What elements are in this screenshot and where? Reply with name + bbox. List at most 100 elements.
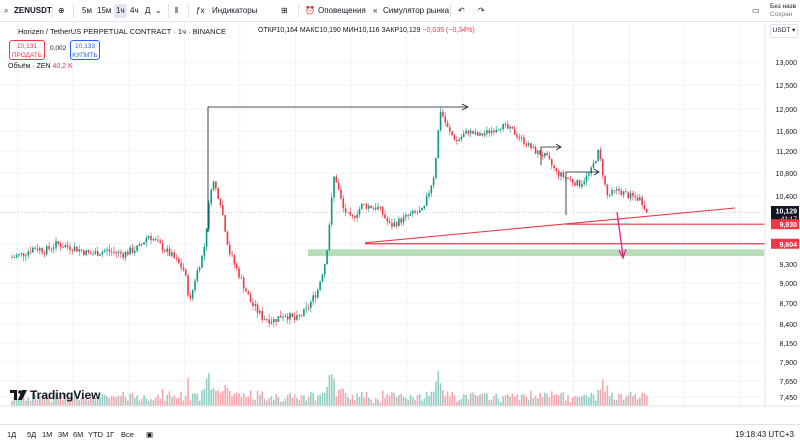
candle-body xyxy=(581,183,583,187)
interval-4h[interactable]: 4ч xyxy=(130,6,139,15)
candle-body xyxy=(599,149,602,160)
search-icon[interactable]: ⌕ xyxy=(4,6,9,15)
candle-body xyxy=(168,248,171,256)
volume-bar xyxy=(388,395,391,406)
interval-15m[interactable]: 15м xyxy=(97,6,112,15)
layout-name[interactable]: Без назв Сохран xyxy=(770,3,797,18)
volume-bar xyxy=(553,395,555,406)
candle-body xyxy=(590,167,592,174)
range-3m[interactable]: 3М xyxy=(58,430,69,439)
layouts-icon[interactable]: ⊞ xyxy=(281,6,288,15)
candle-body xyxy=(129,247,131,255)
price-change: −0,035 (−0,34%) xyxy=(422,27,475,34)
range-5d[interactable]: 5Д xyxy=(27,430,37,439)
candle-body xyxy=(432,177,435,186)
range-all[interactable]: Все xyxy=(121,430,134,439)
volume-bar xyxy=(215,391,217,406)
volume-bar xyxy=(645,395,648,406)
interval-1d[interactable]: Д xyxy=(145,6,151,15)
interval-1h[interactable]: 1ч xyxy=(114,4,127,18)
volume-bar xyxy=(166,394,169,406)
chart-type-icon[interactable]: ⫴ xyxy=(175,6,179,15)
volume-bar xyxy=(228,391,231,406)
volume-bar xyxy=(43,396,46,406)
indicators-icon[interactable]: ƒx xyxy=(196,6,205,15)
volume-bar xyxy=(29,400,32,406)
buy-button[interactable]: 10,133 КУПИТЬ xyxy=(70,40,100,60)
volume-bar xyxy=(52,394,55,406)
candle-body xyxy=(520,137,523,139)
candle-body xyxy=(150,236,152,241)
range-1m[interactable]: 1М xyxy=(42,430,53,439)
layout-window-icon[interactable]: ▭ xyxy=(752,6,760,15)
volume-bar xyxy=(437,371,440,406)
alerts-button[interactable]: Оповещения xyxy=(318,6,366,15)
currency-selector[interactable]: USDT ▾ xyxy=(770,24,798,38)
volume-bar xyxy=(124,396,127,406)
volume-bar xyxy=(592,394,595,406)
candle-body xyxy=(534,147,537,154)
buy-label: КУПИТЬ xyxy=(72,52,98,59)
symbol-search[interactable]: ZENUSDT xyxy=(14,6,52,15)
chevron-down-icon[interactable]: ⌄ xyxy=(155,6,162,15)
volume-bar xyxy=(150,399,152,406)
volume-bar xyxy=(168,391,171,406)
undo-icon[interactable]: ↶ xyxy=(458,6,465,15)
volume-bar xyxy=(133,398,136,406)
range-1y[interactable]: 1Г xyxy=(106,430,115,439)
volume-bar xyxy=(106,396,108,406)
interval-5m[interactable]: 5м xyxy=(82,6,92,15)
candle-body xyxy=(191,289,194,299)
redo-icon[interactable]: ↷ xyxy=(478,6,485,15)
calendar-icon[interactable]: ▣ xyxy=(146,430,154,439)
candle-body xyxy=(261,310,263,320)
volume-legend[interactable]: Объём · ZEN 40,2 K xyxy=(8,63,73,70)
chart-legend-title[interactable]: Horizen / TetherUS PERPETUAL CONTRACT · … xyxy=(18,27,226,36)
candle-body xyxy=(539,150,541,156)
volume-bar xyxy=(333,378,335,406)
volume-bar xyxy=(266,400,268,406)
candle-body xyxy=(92,253,94,255)
candlesticks xyxy=(11,107,648,328)
replay-button[interactable]: Симулятор рынка xyxy=(383,6,450,15)
volume-bar xyxy=(493,396,495,406)
price-chart[interactable]: 13,000 12,500 12,000 11,600 11,200 10,800 10,4… xyxy=(0,23,800,407)
volume-bar xyxy=(639,397,641,406)
range-6m[interactable]: 6М xyxy=(73,430,84,439)
volume-bar xyxy=(22,392,25,406)
level-price-value: 9,930 xyxy=(779,222,797,229)
range-ytd[interactable]: YTD xyxy=(88,430,103,439)
volume-bar xyxy=(201,390,203,406)
candle-body xyxy=(196,270,199,281)
volume-bar xyxy=(509,396,511,406)
compare-icon[interactable]: ⊕ xyxy=(58,6,65,15)
candle-body xyxy=(430,185,433,194)
candle-body xyxy=(180,263,182,268)
volume-bar xyxy=(606,385,609,406)
rewind-icon[interactable]: « xyxy=(373,6,378,15)
candle-body xyxy=(238,268,240,278)
clock[interactable]: 19:18:43 UTC+3 xyxy=(735,430,794,439)
sell-button[interactable]: 10,131 ПРОДАТЬ xyxy=(9,40,45,60)
candle-body xyxy=(569,178,572,180)
volume-bar xyxy=(191,393,194,406)
volume-bar xyxy=(636,399,639,406)
candle-body xyxy=(208,203,210,229)
volume-bar xyxy=(254,399,257,406)
level-price-tag xyxy=(771,238,799,249)
alarm-icon[interactable]: ⏰ xyxy=(305,6,315,15)
indicators-button[interactable]: Индикаторы xyxy=(212,6,258,15)
candle-body xyxy=(560,172,562,177)
candle-body xyxy=(122,253,124,258)
time-axis: 2728293031Июн23456789 xyxy=(0,405,800,407)
candle-body xyxy=(618,188,620,192)
candle-body xyxy=(277,315,280,322)
candle-body xyxy=(347,211,349,213)
volume-bar xyxy=(15,395,18,406)
range-1d[interactable]: 1Д xyxy=(7,430,17,439)
volume-bar xyxy=(303,395,305,406)
volume-bar xyxy=(189,400,192,406)
candle-body xyxy=(18,253,20,256)
candle-body xyxy=(356,214,358,218)
volume-bar xyxy=(184,396,187,406)
